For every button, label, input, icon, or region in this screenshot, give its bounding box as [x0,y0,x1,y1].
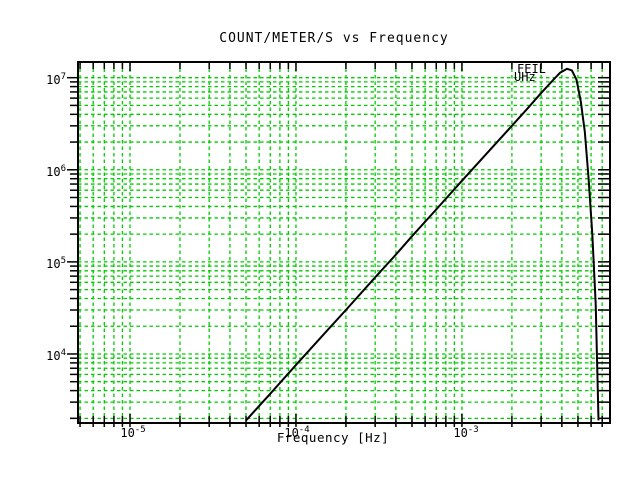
y-tick-label-1e7: 107 [46,72,66,87]
y-tick-label-1e5: 105 [46,256,66,271]
x-axis-title: Frequency [Hz] [276,430,390,445]
plot-frame [77,61,611,424]
chart-title: COUNT/METER/S vs Frequency [219,31,449,46]
axis-ticks [67,62,610,427]
x-tick-label-1e-3: 10-3 [453,425,479,440]
annotation-line1: FEIL [517,62,546,76]
data-curve [245,67,600,422]
x-tick-label-1e-5: 10-5 [120,425,146,440]
y-tick-label-1e4: 104 [46,348,66,363]
grid-lines [78,62,610,423]
annotation-line2: UHz [514,70,536,84]
y-tick-label-1e6: 106 [46,164,66,179]
x-tick-label-1e-4: 10-4 [284,425,310,440]
